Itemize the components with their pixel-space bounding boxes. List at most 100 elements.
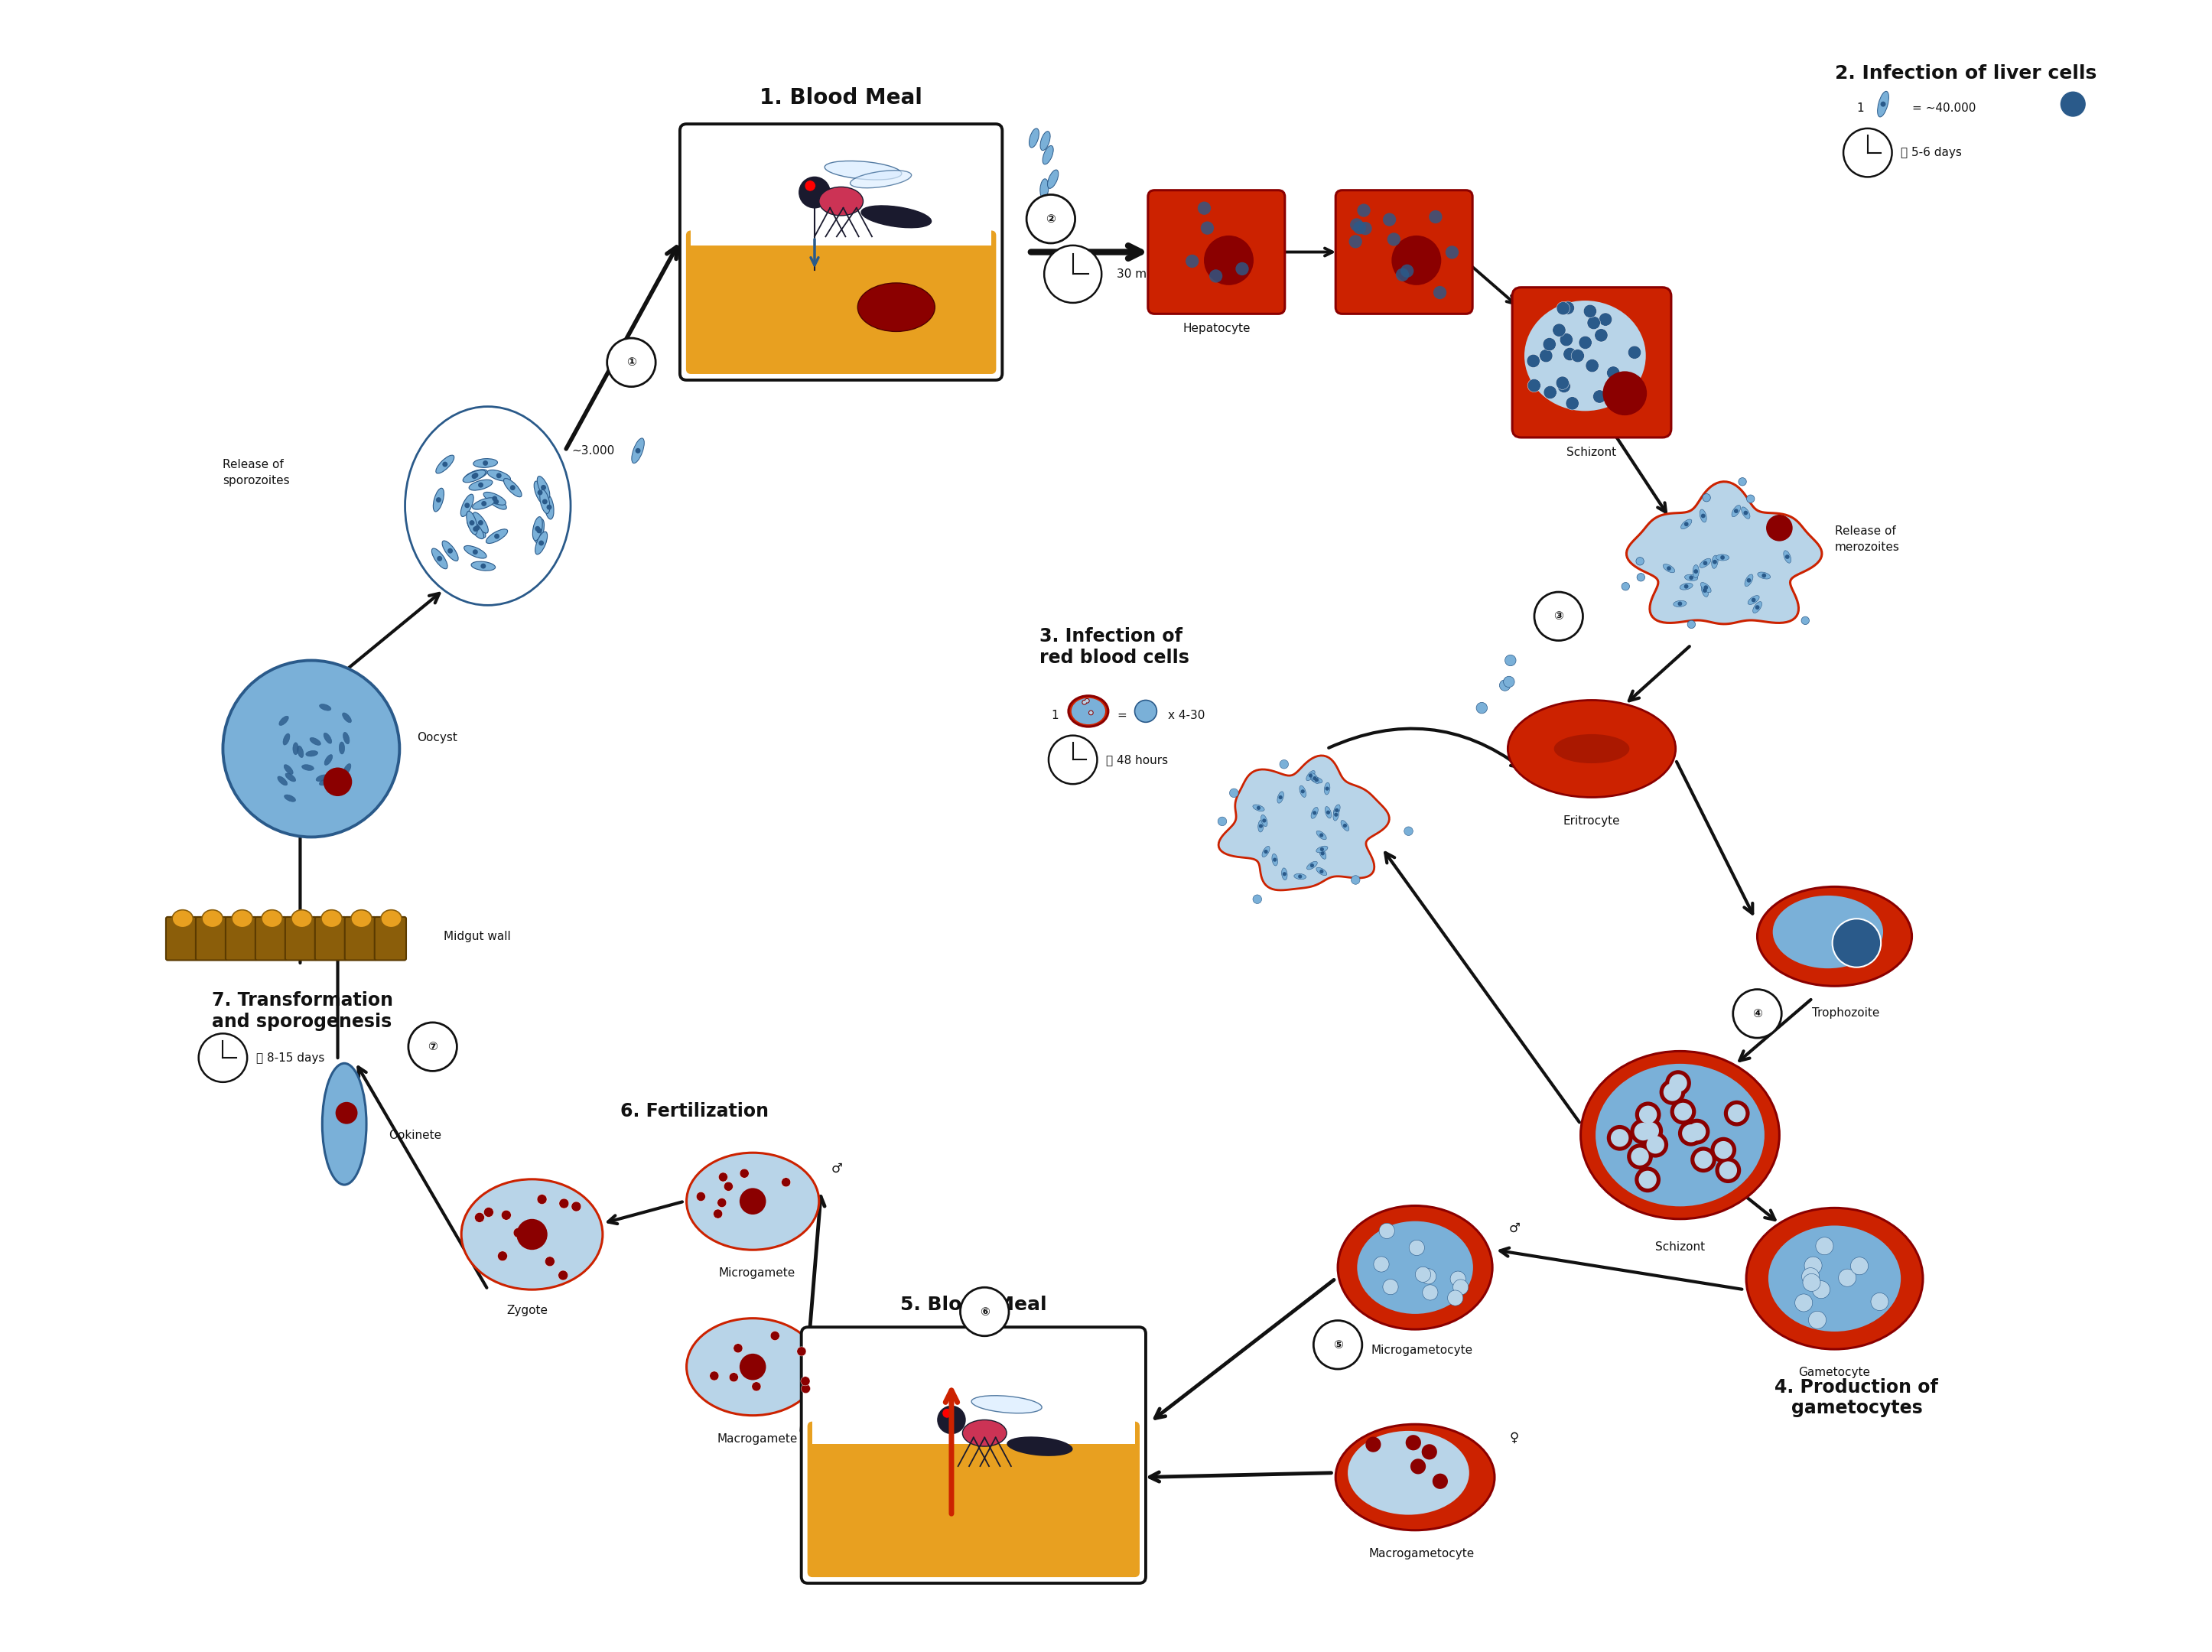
FancyBboxPatch shape bbox=[226, 917, 257, 960]
Circle shape bbox=[447, 548, 453, 553]
FancyBboxPatch shape bbox=[254, 917, 288, 960]
Ellipse shape bbox=[292, 742, 299, 755]
Ellipse shape bbox=[818, 187, 863, 216]
Circle shape bbox=[1637, 557, 1644, 565]
Circle shape bbox=[1564, 347, 1577, 360]
Circle shape bbox=[1761, 573, 1765, 578]
Text: ♀: ♀ bbox=[832, 1327, 841, 1341]
Text: Microgamete: Microgamete bbox=[719, 1267, 796, 1279]
Ellipse shape bbox=[1756, 887, 1911, 986]
Circle shape bbox=[1714, 1158, 1741, 1183]
Circle shape bbox=[805, 180, 816, 192]
Ellipse shape bbox=[540, 489, 551, 514]
Circle shape bbox=[1728, 1105, 1745, 1122]
Circle shape bbox=[1794, 1294, 1812, 1312]
Circle shape bbox=[1621, 583, 1630, 590]
Ellipse shape bbox=[1252, 805, 1265, 811]
Ellipse shape bbox=[686, 1153, 818, 1251]
Ellipse shape bbox=[460, 494, 473, 517]
Circle shape bbox=[473, 550, 478, 555]
Text: ④: ④ bbox=[1752, 1008, 1763, 1019]
Circle shape bbox=[960, 1287, 1009, 1336]
Circle shape bbox=[1555, 377, 1568, 390]
Ellipse shape bbox=[1509, 700, 1677, 798]
Circle shape bbox=[1637, 573, 1646, 582]
Ellipse shape bbox=[1281, 867, 1287, 881]
Ellipse shape bbox=[849, 170, 911, 188]
Circle shape bbox=[495, 472, 502, 477]
Text: = ~40.000: = ~40.000 bbox=[1911, 102, 1975, 114]
Ellipse shape bbox=[1524, 301, 1646, 411]
Circle shape bbox=[1447, 1290, 1462, 1305]
Circle shape bbox=[1318, 833, 1323, 838]
Circle shape bbox=[1352, 876, 1360, 884]
Ellipse shape bbox=[380, 910, 403, 927]
Circle shape bbox=[723, 1181, 732, 1191]
Circle shape bbox=[1747, 496, 1754, 502]
Circle shape bbox=[1681, 1125, 1699, 1142]
Circle shape bbox=[323, 768, 352, 796]
Circle shape bbox=[511, 486, 515, 491]
Ellipse shape bbox=[442, 540, 458, 562]
Ellipse shape bbox=[860, 206, 931, 228]
Text: ⌛ 8-15 days: ⌛ 8-15 days bbox=[257, 1052, 325, 1064]
Ellipse shape bbox=[352, 910, 372, 927]
Text: Release of
sporozoites: Release of sporozoites bbox=[223, 459, 290, 487]
FancyBboxPatch shape bbox=[195, 917, 228, 960]
Circle shape bbox=[1259, 824, 1263, 828]
Ellipse shape bbox=[962, 1419, 1006, 1447]
Ellipse shape bbox=[173, 910, 192, 927]
Circle shape bbox=[1420, 1269, 1436, 1284]
Ellipse shape bbox=[504, 479, 522, 497]
Text: Hepatocyte: Hepatocyte bbox=[1183, 322, 1250, 334]
Ellipse shape bbox=[1261, 814, 1267, 826]
Circle shape bbox=[1327, 811, 1329, 814]
Ellipse shape bbox=[1040, 131, 1051, 150]
Circle shape bbox=[739, 1168, 750, 1178]
Ellipse shape bbox=[535, 532, 546, 555]
Circle shape bbox=[1429, 210, 1442, 223]
Circle shape bbox=[538, 491, 542, 496]
Circle shape bbox=[717, 1198, 726, 1208]
Circle shape bbox=[1816, 1237, 1834, 1256]
Ellipse shape bbox=[473, 497, 495, 509]
Circle shape bbox=[801, 1376, 810, 1386]
Circle shape bbox=[1451, 1270, 1467, 1287]
FancyBboxPatch shape bbox=[285, 917, 316, 960]
Text: Schizont: Schizont bbox=[1566, 446, 1617, 458]
Ellipse shape bbox=[301, 765, 314, 770]
Circle shape bbox=[1540, 349, 1553, 362]
Circle shape bbox=[560, 1198, 568, 1208]
Text: ⌛ 48 hours: ⌛ 48 hours bbox=[1106, 753, 1168, 765]
Circle shape bbox=[409, 1023, 458, 1070]
Circle shape bbox=[473, 472, 478, 477]
Circle shape bbox=[1635, 1102, 1661, 1127]
Circle shape bbox=[1263, 849, 1267, 854]
Ellipse shape bbox=[323, 1064, 367, 1184]
Circle shape bbox=[1635, 1123, 1652, 1140]
Ellipse shape bbox=[1679, 583, 1692, 590]
Ellipse shape bbox=[1272, 854, 1279, 866]
Circle shape bbox=[1630, 378, 1644, 392]
FancyBboxPatch shape bbox=[807, 1422, 1139, 1576]
Circle shape bbox=[1584, 304, 1597, 317]
Circle shape bbox=[538, 540, 544, 545]
FancyBboxPatch shape bbox=[314, 917, 347, 960]
Circle shape bbox=[1641, 1122, 1659, 1140]
Circle shape bbox=[223, 661, 400, 838]
Circle shape bbox=[1801, 616, 1809, 624]
Circle shape bbox=[1604, 372, 1648, 415]
Circle shape bbox=[1710, 1137, 1736, 1163]
Circle shape bbox=[1279, 795, 1283, 800]
Ellipse shape bbox=[1712, 555, 1719, 568]
Circle shape bbox=[491, 496, 498, 501]
Text: ♀: ♀ bbox=[1511, 1431, 1520, 1444]
Circle shape bbox=[1803, 1274, 1820, 1292]
Text: Macrogametocyte: Macrogametocyte bbox=[1369, 1548, 1475, 1559]
Ellipse shape bbox=[1316, 867, 1327, 876]
Ellipse shape bbox=[1307, 861, 1318, 869]
Circle shape bbox=[730, 1373, 739, 1381]
Circle shape bbox=[1321, 869, 1323, 874]
Circle shape bbox=[1628, 393, 1641, 406]
Ellipse shape bbox=[1276, 791, 1283, 803]
